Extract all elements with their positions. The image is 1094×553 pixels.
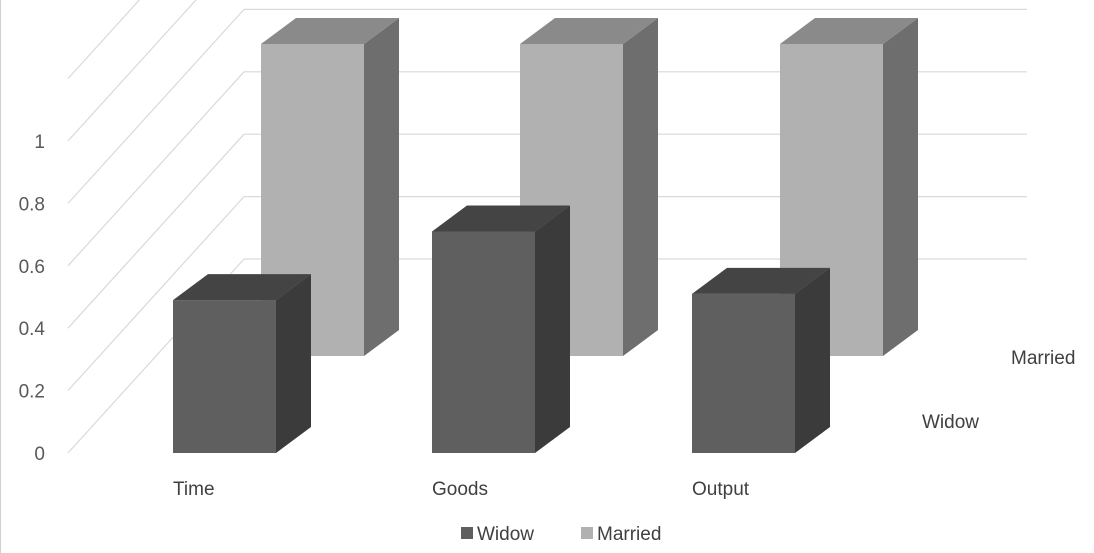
bar-side-face — [795, 267, 830, 453]
bar-front-face — [432, 231, 535, 453]
legend-label: Married — [597, 524, 661, 545]
legend-label: Widow — [477, 524, 534, 545]
category-label: Goods — [432, 479, 488, 500]
bar-front-face — [692, 293, 795, 453]
bar-top-face — [692, 267, 830, 294]
bar-front-face — [173, 300, 276, 453]
bar-side-face — [364, 18, 399, 356]
bar-top-face — [261, 18, 399, 44]
bar-widow-output — [692, 267, 830, 453]
bar-widow-time — [173, 274, 311, 453]
y-tick-label: 0.4 — [19, 319, 46, 340]
bar-top-face — [520, 18, 658, 44]
side-wall-gridline — [67, 0, 197, 142]
side-wall-gridline — [67, 8, 245, 204]
y-tick-label: 0 — [34, 444, 45, 465]
legend-swatch — [461, 527, 473, 539]
legend: Widow Married — [461, 524, 661, 545]
depth-axis-label: Widow — [922, 412, 979, 433]
bar-married-goods — [520, 18, 658, 356]
category-label: Time — [173, 479, 215, 500]
category-labels: Time Goods Output — [173, 479, 750, 500]
bar-top-face — [173, 274, 311, 301]
y-axis-ticks: 0 0.2 0.4 0.6 0.8 1 — [19, 132, 46, 465]
bar-side-face — [883, 18, 918, 356]
depth-labels: Widow Married — [922, 348, 1075, 433]
side-wall-gridline — [67, 196, 245, 392]
y-tick-label: 0.6 — [19, 257, 45, 278]
y-tick-label: 0.2 — [19, 382, 45, 403]
bar-top-face — [780, 18, 918, 44]
side-wall-gridline — [67, 133, 245, 329]
bar-widow-goods — [432, 205, 570, 453]
legend-swatch — [581, 527, 593, 539]
bar-side-face — [276, 274, 311, 453]
side-wall-gridline — [67, 71, 245, 267]
bars — [173, 18, 918, 453]
depth-axis-label: Married — [1011, 348, 1075, 369]
bar-side-face — [623, 18, 658, 356]
side-wall-gridline — [67, 0, 141, 80]
bar-top-face — [432, 205, 570, 232]
y-tick-label: 1 — [34, 132, 45, 153]
category-label: Output — [692, 479, 750, 500]
bar-side-face — [535, 205, 570, 453]
y-tick-label: 0.8 — [19, 194, 45, 215]
